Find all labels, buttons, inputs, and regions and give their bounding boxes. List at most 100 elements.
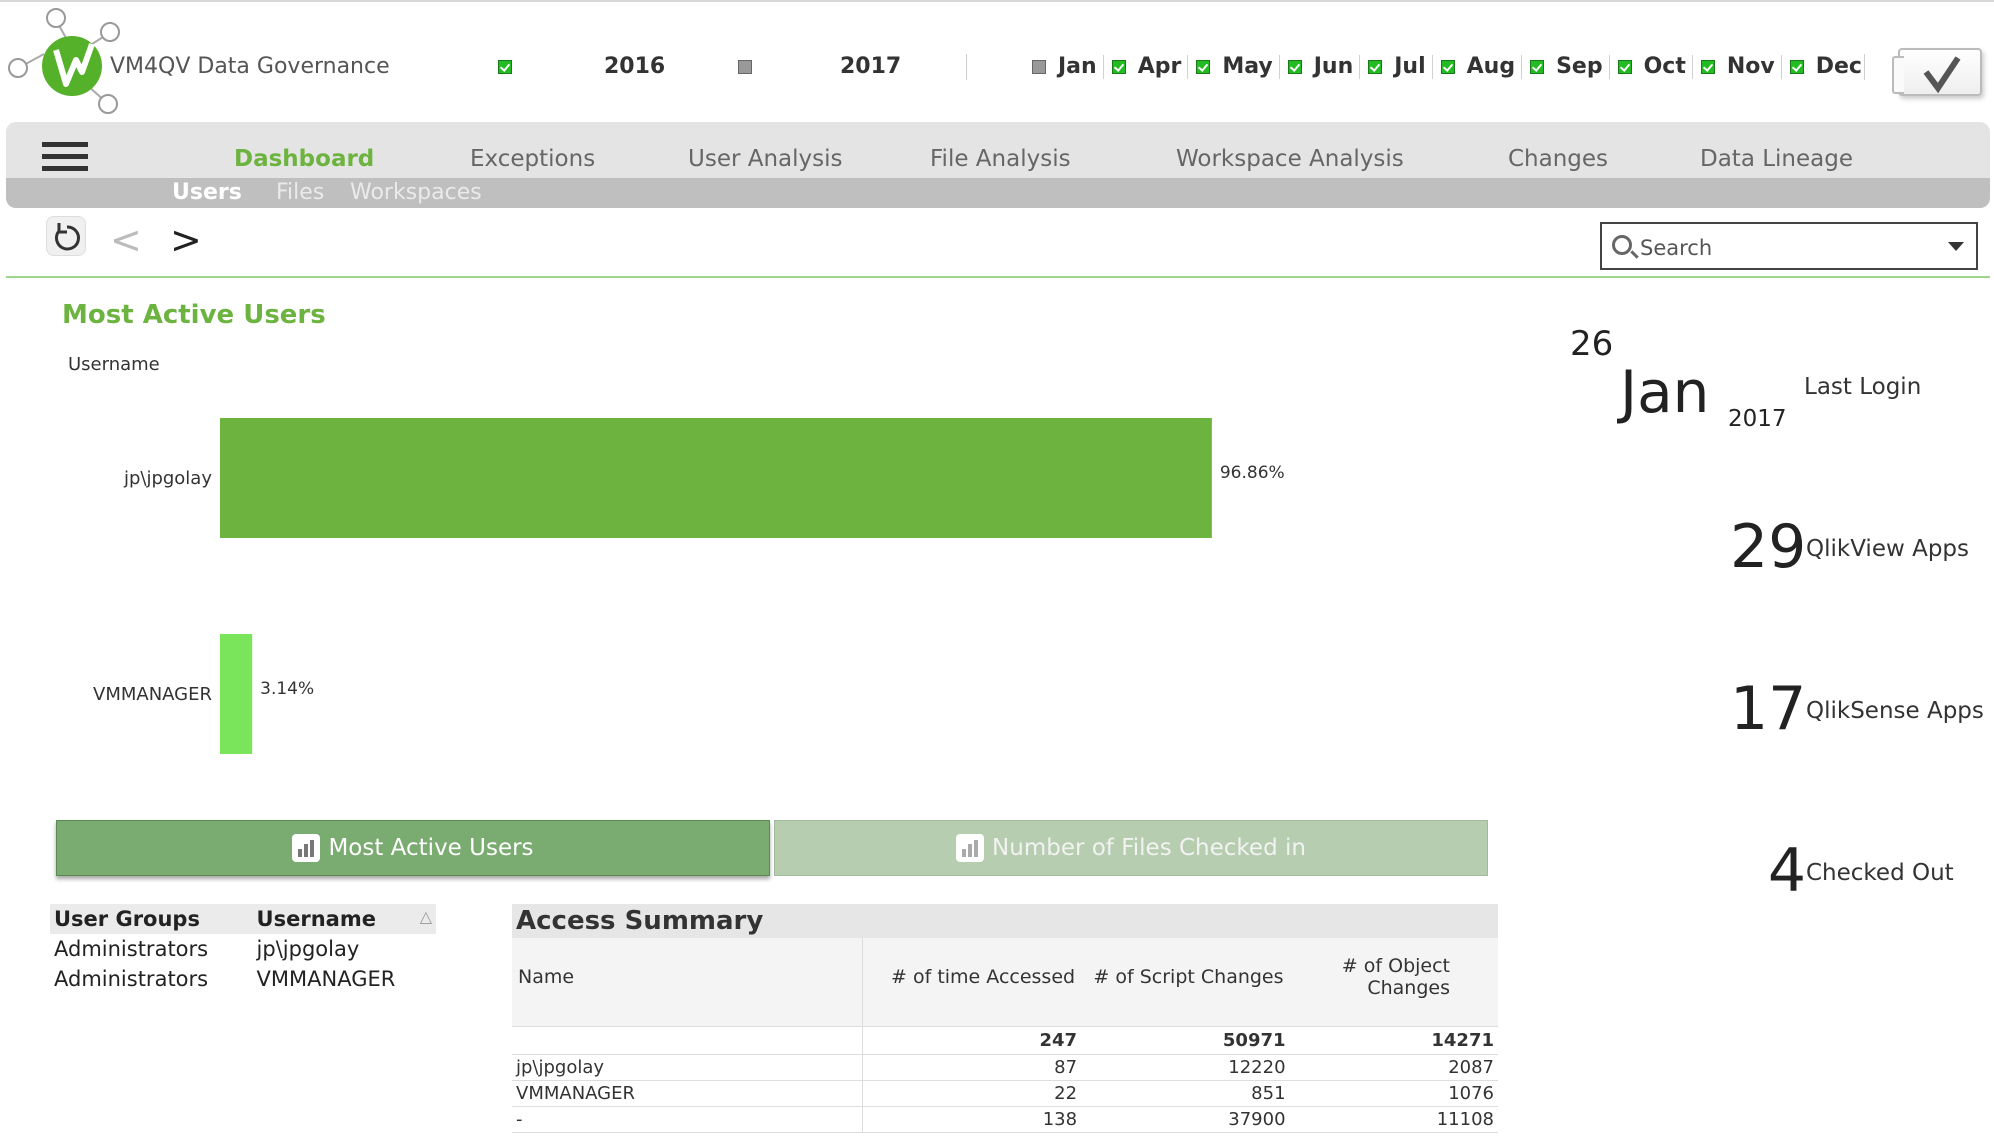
bar[interactable] xyxy=(220,418,1212,538)
totals-label xyxy=(512,1025,863,1055)
month-label-sep[interactable]: Sep xyxy=(1556,54,1603,79)
sort-ascending-icon[interactable]: △ xyxy=(419,907,432,926)
month-checkbox-jun[interactable] xyxy=(1287,59,1302,74)
most-active-users-button[interactable]: Most Active Users xyxy=(56,820,770,876)
object-changes-cell: 11108 xyxy=(1289,1106,1498,1133)
chevron-down-icon[interactable] xyxy=(1948,242,1964,251)
confirm-selection-button[interactable] xyxy=(1892,48,1982,96)
object-changes-cell: 1076 xyxy=(1289,1080,1498,1107)
most-active-users-label: Most Active Users xyxy=(328,835,534,861)
checkmark-icon xyxy=(1923,56,1961,94)
month-checkbox-sep[interactable] xyxy=(1530,59,1545,74)
table-row[interactable]: Administrators VMMANAGER xyxy=(50,964,436,994)
qliksense-apps-count: 17 xyxy=(1730,674,1807,744)
user-groups-table: User Groups Username △ Administrators jp\… xyxy=(50,904,436,994)
month-label-may[interactable]: May xyxy=(1222,54,1273,79)
column-header-username[interactable]: Username △ xyxy=(252,904,436,934)
last-login-month: Jan xyxy=(1620,358,1710,426)
username-cell[interactable]: VMMANAGER xyxy=(256,967,396,991)
month-checkbox-dec[interactable] xyxy=(1789,59,1804,74)
month-checkbox-may[interactable] xyxy=(1196,59,1211,74)
bar[interactable] xyxy=(220,634,253,754)
table-row[interactable]: VMMANAGER 22 851 1076 xyxy=(512,1080,1498,1107)
month-checkbox-oct[interactable] xyxy=(1617,59,1632,74)
tab-data-lineage[interactable]: Data Lineage xyxy=(1700,146,1854,172)
tab-changes[interactable]: Changes xyxy=(1508,146,1609,172)
subtab-workspaces[interactable]: Workspaces xyxy=(350,180,482,205)
year-label: 2016 xyxy=(604,54,666,79)
tab-exceptions[interactable]: Exceptions xyxy=(470,146,596,172)
month-label-nov[interactable]: Nov xyxy=(1726,54,1775,79)
year-label: 2017 xyxy=(840,54,902,79)
access-summary-panel: Access Summary Name # of time Accessed #… xyxy=(512,904,1498,1133)
undo-button[interactable] xyxy=(46,216,86,256)
qliksense-apps-label: QlikSense Apps xyxy=(1806,698,1984,724)
column-header-name[interactable]: Name xyxy=(512,938,863,1016)
access-summary-table: Name # of time Accessed # of Script Chan… xyxy=(512,938,1498,1133)
table-row[interactable]: Administrators jp\jpgolay xyxy=(50,934,436,964)
tab-user-analysis[interactable]: User Analysis xyxy=(688,146,843,172)
script-changes-cell: 37900 xyxy=(1081,1106,1290,1133)
menu-icon[interactable] xyxy=(42,140,88,174)
year-checkbox[interactable] xyxy=(738,59,752,74)
column-header-script-changes[interactable]: # of Script Changes xyxy=(1081,938,1290,1016)
month-label-jun[interactable]: Jun xyxy=(1313,54,1354,79)
year-filter-2017[interactable]: 2017 xyxy=(738,54,901,79)
files-checked-in-label: Number of Files Checked in xyxy=(992,835,1306,861)
subtab-users[interactable]: Users xyxy=(172,180,242,205)
total-object-changes: 14271 xyxy=(1289,1025,1498,1055)
bar-chart-icon xyxy=(956,834,985,862)
checked-out-count: 4 xyxy=(1767,836,1806,906)
bar-chart-icon xyxy=(292,834,321,862)
tab-file-analysis[interactable]: File Analysis xyxy=(930,146,1071,172)
month-filters: Jan Apr May Jun Jul Aug Sep Oct Nov Dec xyxy=(1032,54,1862,79)
column-header-time-accessed[interactable]: # of time Accessed xyxy=(862,938,1082,1016)
month-checkbox-nov[interactable] xyxy=(1700,59,1715,74)
last-login-day: 26 xyxy=(1570,324,1614,364)
month-label-aug[interactable]: Aug xyxy=(1466,54,1516,79)
table-header-row: User Groups Username △ xyxy=(50,904,436,934)
y-axis-label: Username xyxy=(68,354,160,375)
subtab-files[interactable]: Files xyxy=(276,180,325,205)
month-label-jan[interactable]: Jan xyxy=(1058,54,1097,79)
month-label-dec[interactable]: Dec xyxy=(1815,54,1862,79)
section-divider xyxy=(6,276,1990,278)
back-button[interactable]: < xyxy=(110,218,142,262)
month-checkbox-apr[interactable] xyxy=(1111,59,1126,74)
files-checked-in-button[interactable]: Number of Files Checked in xyxy=(774,820,1488,876)
tab-dashboard[interactable]: Dashboard xyxy=(234,146,375,172)
month-label-jul[interactable]: Jul xyxy=(1394,54,1426,79)
header-divider xyxy=(966,54,967,80)
script-changes-cell: 12220 xyxy=(1081,1054,1290,1081)
data-label: 3.14% xyxy=(260,679,314,699)
forward-button[interactable]: > xyxy=(170,218,202,262)
totals-row: 247 50971 14271 xyxy=(512,1025,1498,1055)
tab-workspace-analysis[interactable]: Workspace Analysis xyxy=(1176,146,1404,172)
total-time-accessed: 247 xyxy=(862,1025,1082,1055)
search-dropdown[interactable]: Search xyxy=(1600,222,1978,270)
qlikview-apps-count: 29 xyxy=(1730,512,1807,582)
month-checkbox-jul[interactable] xyxy=(1368,59,1383,74)
name-cell[interactable]: jp\jpgolay xyxy=(512,1054,863,1081)
year-filter-2016[interactable]: 2016 xyxy=(498,54,665,79)
user-group-cell[interactable]: Administrators xyxy=(54,967,209,991)
name-cell[interactable]: - xyxy=(512,1106,863,1133)
username-cell[interactable]: jp\jpgolay xyxy=(256,937,360,961)
year-checkbox[interactable] xyxy=(498,59,512,74)
column-header-object-changes[interactable]: # of Object Changes xyxy=(1289,938,1498,1016)
name-cell[interactable]: VMMANAGER xyxy=(512,1080,863,1107)
access-summary-title: Access Summary xyxy=(512,904,1498,938)
month-checkbox-jan[interactable] xyxy=(1032,59,1046,74)
time-accessed-cell: 22 xyxy=(862,1080,1082,1107)
user-group-cell[interactable]: Administrators xyxy=(54,937,209,961)
table-row[interactable]: jp\jpgolay 87 12220 2087 xyxy=(512,1054,1498,1081)
month-checkbox-aug[interactable] xyxy=(1440,59,1455,74)
vm4qv-logo xyxy=(8,8,120,114)
column-header-user-groups[interactable]: User Groups xyxy=(50,904,253,934)
header-spacer xyxy=(512,1016,1498,1027)
category-label: jp\jpgolay xyxy=(123,468,212,489)
header-divider xyxy=(1864,54,1865,80)
month-label-apr[interactable]: Apr xyxy=(1137,54,1182,79)
month-label-oct[interactable]: Oct xyxy=(1643,54,1686,79)
table-row[interactable]: - 138 37900 11108 xyxy=(512,1106,1498,1133)
